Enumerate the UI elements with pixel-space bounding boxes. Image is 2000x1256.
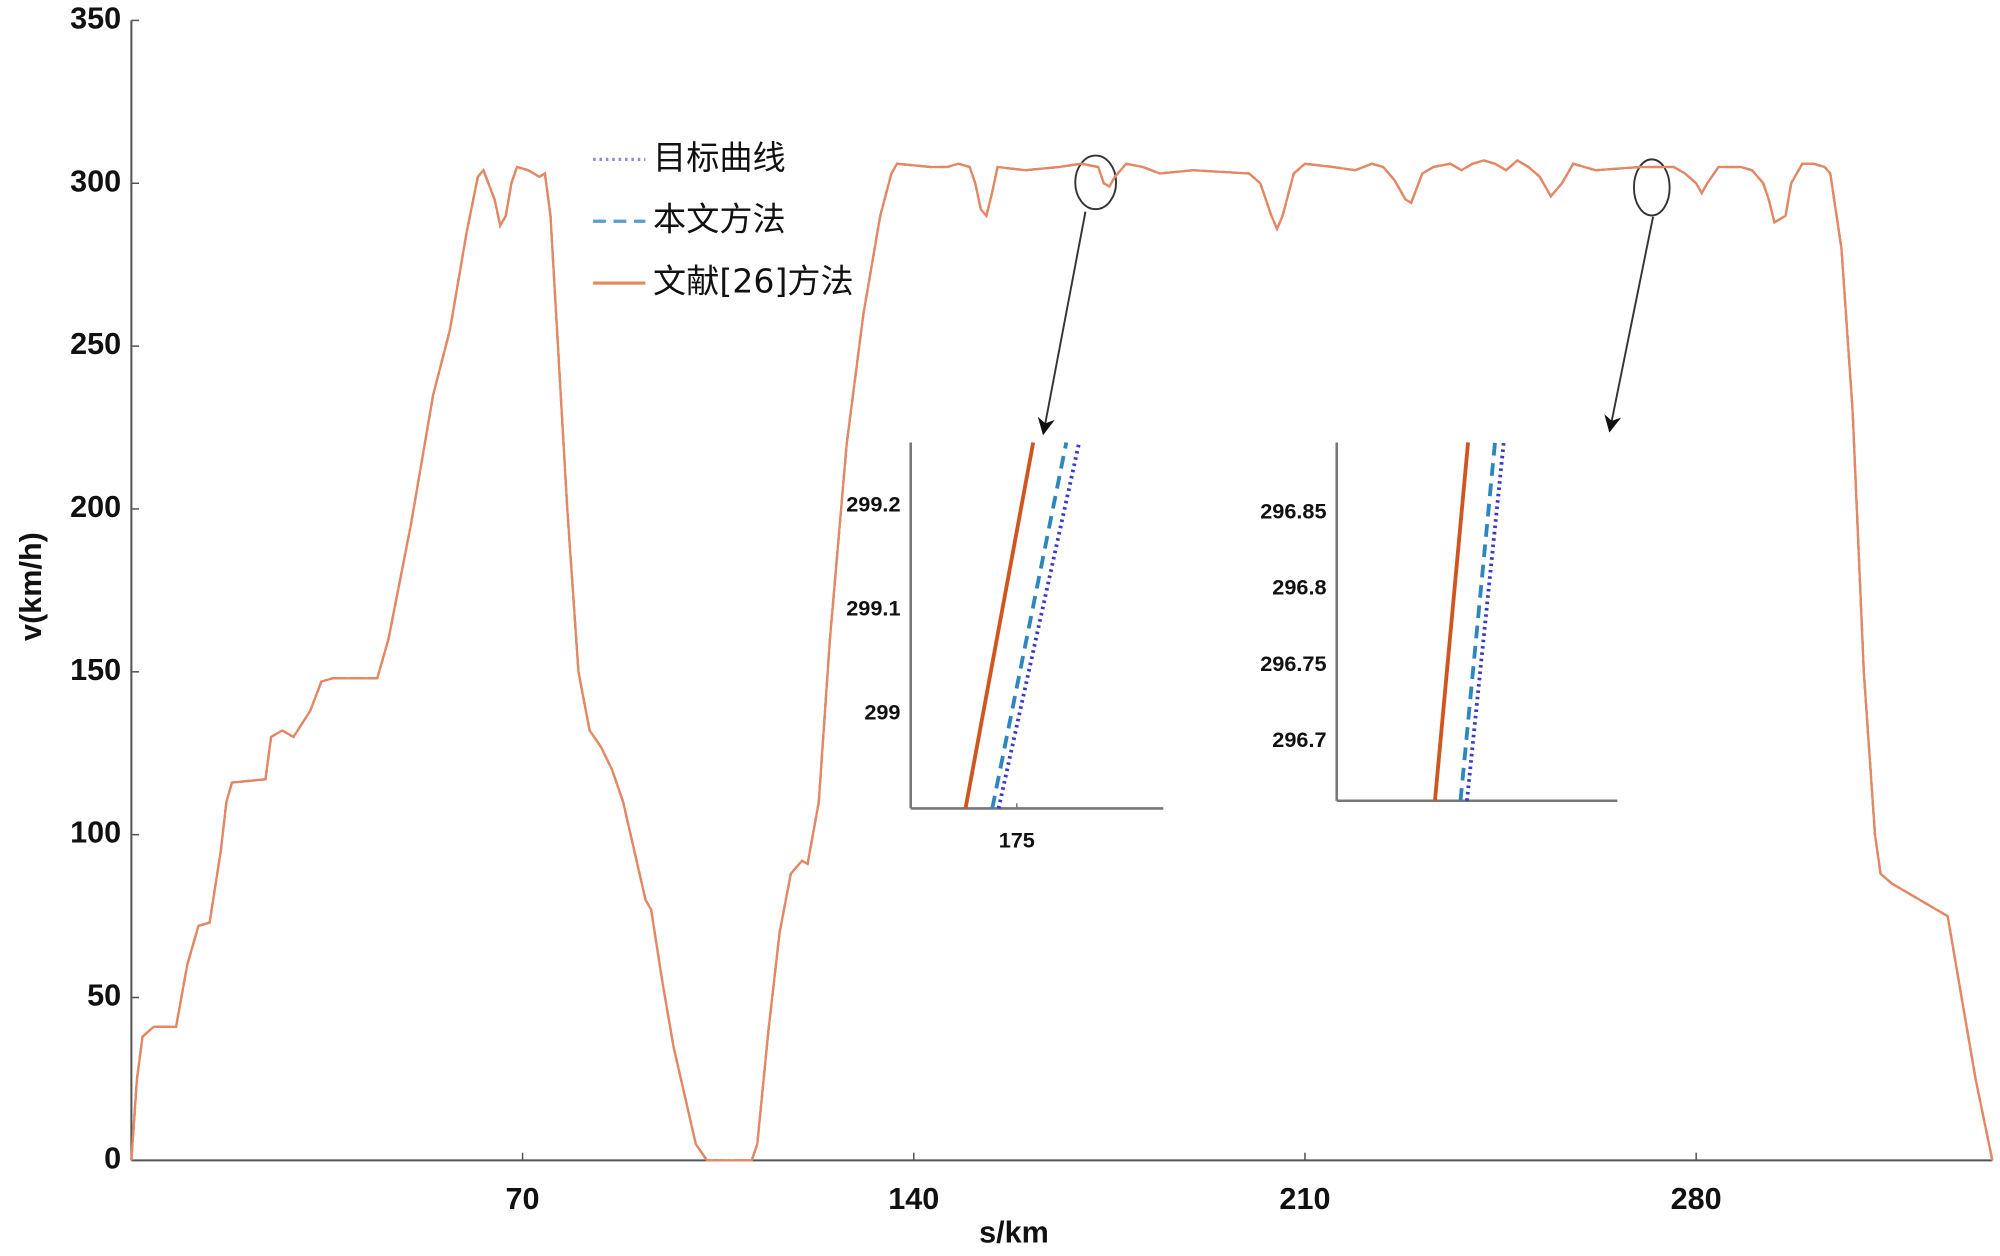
series-line [1433,442,1470,801]
legend-label: 文献[26]方法 [653,262,854,301]
y-tick-label: 200 [70,490,121,524]
y-tick-label: 250 [70,327,121,361]
series-line [963,442,1036,809]
x-tick-label: 70 [506,1182,540,1216]
y-tick-label: 296.85 [1260,498,1326,523]
x-axis-label: s/km [979,1215,1049,1249]
series-line [1465,442,1506,801]
zoom-circle [1632,158,1671,217]
series-line [130,159,1994,1162]
zoom-arrow [1037,211,1087,436]
y-tick-label: 296.7 [1272,727,1326,752]
legend-label: 本文方法 [653,200,786,239]
y-tick-label: 299.2 [846,492,900,517]
y-tick-label: 296.8 [1272,575,1326,600]
y-tick-label: 300 [70,164,121,198]
y-tick-label: 350 [70,1,121,35]
zoom-arrow [1604,216,1654,433]
y-tick-label: 0 [104,1141,121,1175]
x-tick-label: 175 [999,827,1035,852]
y-tick-label: 299.1 [846,596,900,621]
y-tick-label: 296.75 [1260,651,1326,676]
y-tick-label: 50 [87,979,121,1013]
series-line [1458,442,1497,801]
x-tick-label: 140 [888,1182,939,1216]
series-line [130,159,1994,1162]
series-line [990,442,1069,809]
x-tick-label: 210 [1279,1182,1330,1216]
zoom-circle [1074,154,1118,211]
x-tick-label: 280 [1671,1182,1722,1216]
series-line [130,159,1994,1162]
series-line [996,442,1082,809]
y-axis-label: v(km/h) [14,532,48,641]
y-tick-label: 150 [70,653,121,687]
legend-label: 目标曲线 [653,138,786,177]
y-tick-label: 299 [864,700,900,725]
y-tick-label: 100 [70,816,121,850]
